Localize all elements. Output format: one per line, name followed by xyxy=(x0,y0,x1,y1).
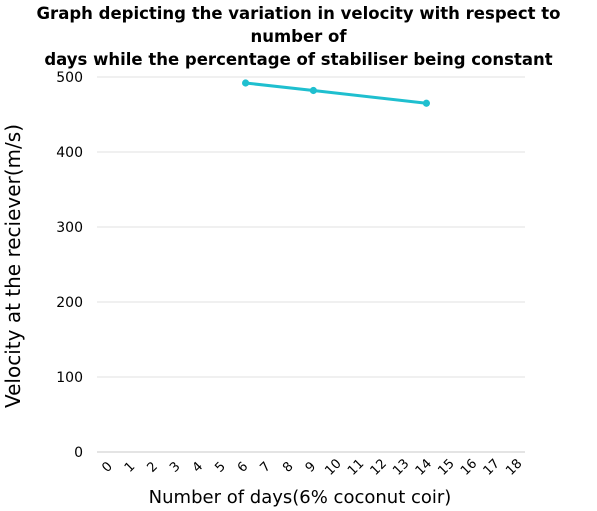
x-tick-label: 14 xyxy=(413,456,435,478)
y-tick-label: 300 xyxy=(56,220,83,236)
y-tick-label: 100 xyxy=(56,370,83,386)
chart-title: Graph depicting the variation in velocit… xyxy=(36,4,561,69)
y-tick-label: 0 xyxy=(74,445,83,461)
x-tick-label: 16 xyxy=(458,456,480,478)
x-tick-label: 18 xyxy=(503,456,525,478)
x-tick-label: 15 xyxy=(435,456,457,478)
y-tick-label: 400 xyxy=(56,145,83,161)
y-axis-label: Velocity at the reciever(m/s) xyxy=(1,124,25,408)
x-tick-label: 4 xyxy=(190,459,206,475)
x-tick-label: 13 xyxy=(390,456,412,478)
x-tick-label: 8 xyxy=(280,459,296,475)
x-tick-label: 7 xyxy=(257,459,273,475)
data-point xyxy=(309,86,317,95)
y-tick-label: 200 xyxy=(56,295,83,311)
series-line xyxy=(245,81,427,105)
x-tick-label: 1 xyxy=(122,459,138,475)
x-tick-label: 5 xyxy=(212,459,228,475)
x-tick-label: 0 xyxy=(99,459,115,475)
x-tick-label: 11 xyxy=(345,456,367,478)
y-tick-label: 500 xyxy=(56,70,83,86)
x-tick-labels: 0 1 2 3 4 5 6 7 8 9 10 11 12 13 14 15 16 17 18 xyxy=(99,456,525,478)
x-axis-label: Number of days(6% coconut coir) xyxy=(149,487,452,508)
x-tick-label: 6 xyxy=(235,459,251,475)
x-tick-label: 12 xyxy=(368,456,390,478)
x-tick-label: 3 xyxy=(167,459,183,475)
x-tick-label: 2 xyxy=(144,459,160,475)
data-point xyxy=(242,79,250,87)
x-tick-label: 10 xyxy=(322,456,344,478)
data-point xyxy=(422,99,430,107)
gridlines xyxy=(97,76,525,453)
x-tick-label: 17 xyxy=(481,456,503,478)
x-tick-label: 9 xyxy=(303,459,319,475)
series-layer xyxy=(242,79,430,107)
y-tick-labels: 0 100 200 300 400 500 xyxy=(56,70,83,461)
